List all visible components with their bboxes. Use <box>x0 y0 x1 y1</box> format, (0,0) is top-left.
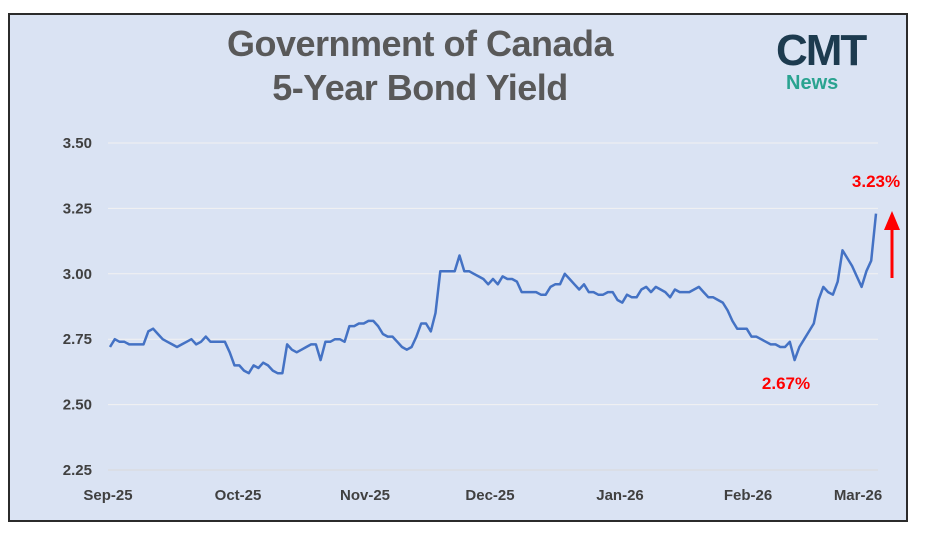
y-tick-label: 2.25 <box>63 462 92 479</box>
chart-title: Government of Canada 5-Year Bond Yield <box>160 22 680 110</box>
chart-title-line2: 5-Year Bond Yield <box>272 67 568 108</box>
logo-sub-text: News <box>786 72 839 94</box>
y-tick-label: 3.00 <box>63 266 92 283</box>
y-tick-label: 3.25 <box>63 200 92 217</box>
x-tick-label: Nov-25 <box>340 487 390 504</box>
x-tick-label: Jan-26 <box>596 487 644 504</box>
y-tick-label: 2.50 <box>63 397 92 414</box>
yield-series-line <box>108 213 878 375</box>
chart-title-line1: Government of Canada <box>226 23 614 64</box>
logo-main-text: CMT <box>776 26 867 75</box>
y-tick-label: 3.50 <box>63 135 92 152</box>
cmt-news-logo: CMT News <box>776 28 896 98</box>
chart-frame <box>8 13 908 522</box>
x-tick-label: Oct-25 <box>215 487 262 504</box>
high-value-label: 3.23% <box>852 172 900 191</box>
low-value-label: 2.67% <box>762 374 810 393</box>
y-tick-label: 2.75 <box>63 331 92 348</box>
x-tick-label: Feb-26 <box>724 487 772 504</box>
up-arrow-head <box>884 211 900 230</box>
x-tick-label: Mar-26 <box>834 487 882 504</box>
x-tick-label: Dec-25 <box>465 487 514 504</box>
x-tick-label: Sep-25 <box>83 487 132 504</box>
